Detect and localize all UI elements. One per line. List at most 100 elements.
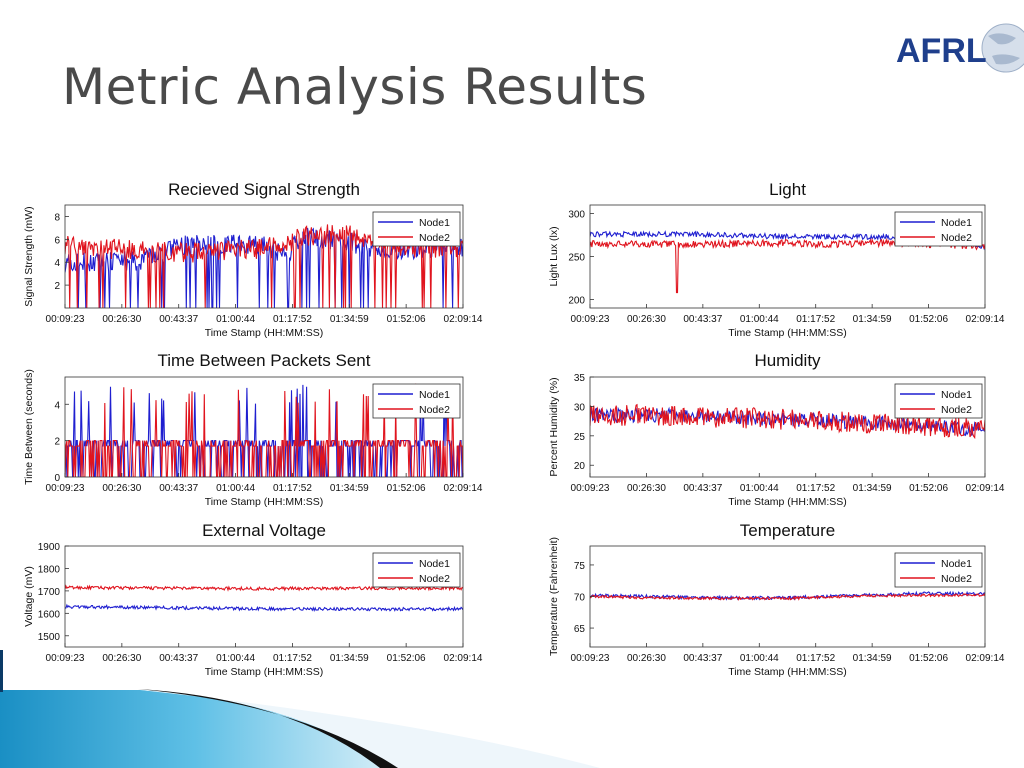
x-tick-label: 00:26:30 — [627, 483, 666, 494]
x-tick-label: 00:09:23 — [571, 653, 610, 664]
legend-label: Node2 — [941, 404, 972, 416]
x-tick-label: 02:09:14 — [966, 314, 1005, 325]
y-tick-label: 2 — [54, 281, 60, 292]
series-line-node2 — [65, 383, 463, 477]
chart-title: Light — [769, 180, 806, 199]
y-tick-label: 250 — [568, 253, 585, 264]
x-tick-label: 01:34:59 — [330, 314, 369, 325]
x-tick-label: 02:09:14 — [444, 314, 483, 325]
y-tick-label: 25 — [574, 432, 586, 443]
legend-label: Node1 — [941, 558, 972, 570]
x-tick-label: 01:52:06 — [909, 653, 948, 664]
x-tick-label: 01:00:44 — [216, 314, 255, 325]
x-axis-label: Time Stamp (HH:MM:SS) — [205, 327, 324, 339]
legend-label: Node1 — [941, 389, 972, 401]
x-tick-label: 00:09:23 — [571, 314, 610, 325]
legend-label: Node1 — [419, 217, 450, 229]
x-tick-label: 00:43:37 — [159, 314, 198, 325]
x-tick-label: 01:00:44 — [740, 483, 779, 494]
legend-label: Node2 — [419, 573, 450, 585]
legend-box — [372, 552, 461, 588]
plot-frame — [64, 545, 464, 648]
legend: Node1 Node2 — [894, 211, 983, 247]
x-tick-label: 01:52:06 — [909, 314, 948, 325]
x-tick-label: 01:17:52 — [273, 653, 312, 664]
y-axis-label: Light Lux (lx) — [548, 226, 560, 286]
y-tick-label: 65 — [574, 624, 586, 635]
chart-rss: Recieved Signal Strength 2 4 6 8 00:09:23 00:2… — [23, 180, 483, 339]
legend: Node1 Node2 — [894, 552, 983, 588]
x-tick-label: 01:34:59 — [853, 314, 892, 325]
legend-box — [894, 211, 983, 247]
chart-light: Light 200 250 300 00:09:23 00:26:30 00:43:37 01… — [548, 180, 1005, 339]
legend-box — [894, 552, 983, 588]
legend-label: Node2 — [941, 232, 972, 244]
x-tick-label: 01:17:52 — [273, 483, 312, 494]
chart-title: Humidity — [754, 351, 821, 370]
y-tick-label: 0 — [54, 473, 60, 484]
x-tick-label: 00:26:30 — [102, 314, 141, 325]
y-tick-label: 35 — [574, 373, 586, 384]
plot-area — [65, 584, 463, 612]
y-tick-label: 1800 — [38, 564, 61, 575]
legend: Node1 Node2 — [372, 552, 461, 588]
y-tick-label: 1600 — [38, 609, 61, 620]
x-tick-label: 01:52:06 — [387, 483, 426, 494]
x-tick-label: 00:43:37 — [683, 314, 722, 325]
x-tick-label: 01:00:44 — [216, 653, 255, 664]
chart-temp: Temperature 65 70 75 00:09:23 00:26:30 00:43:3… — [548, 521, 1005, 678]
chart-volt: External Voltage 1500 1600 1700 1800 1900 00:0… — [23, 521, 483, 678]
x-tick-label: 00:09:23 — [46, 314, 85, 325]
x-tick-label: 00:09:23 — [46, 653, 85, 664]
y-tick-label: 20 — [574, 461, 586, 472]
y-axis-label: Signal Strength (mW) — [23, 206, 35, 306]
legend-label: Node2 — [419, 404, 450, 416]
plot-area — [590, 590, 985, 601]
chart-title: External Voltage — [202, 521, 326, 540]
legend: Node1 Node2 — [372, 383, 461, 419]
legend-label: Node1 — [941, 217, 972, 229]
x-tick-label: 00:26:30 — [102, 483, 141, 494]
series-line-node1 — [65, 603, 463, 612]
chart-title: Temperature — [740, 521, 835, 540]
x-tick-label: 01:52:06 — [387, 653, 426, 664]
y-tick-label: 300 — [568, 210, 585, 221]
y-axis-label: Voltage (mV) — [23, 566, 35, 627]
x-tick-label: 01:00:44 — [740, 314, 779, 325]
x-tick-label: 01:34:59 — [853, 653, 892, 664]
legend: Node1 Node2 — [372, 211, 461, 247]
chart-tbps: Time Between Packets Sent 0 2 4 00:09:23 00:2… — [23, 351, 483, 508]
y-axis-label: Percent Humidity (%) — [548, 377, 560, 476]
x-tick-label: 01:34:59 — [330, 483, 369, 494]
legend-label: Node2 — [419, 232, 450, 244]
x-tick-label: 02:09:14 — [444, 653, 483, 664]
afrl-logo: AFRL — [896, 23, 1024, 73]
x-axis-label: Time Stamp (HH:MM:SS) — [205, 496, 324, 508]
x-tick-label: 00:43:37 — [683, 653, 722, 664]
y-tick-label: 1500 — [38, 632, 61, 643]
x-axis-label: Time Stamp (HH:MM:SS) — [728, 666, 847, 678]
y-tick-label: 8 — [54, 212, 60, 223]
x-tick-label: 00:09:23 — [46, 483, 85, 494]
plot-frame — [64, 204, 464, 309]
legend-label: Node2 — [941, 573, 972, 585]
x-tick-label: 01:17:52 — [796, 483, 835, 494]
legend-box — [372, 211, 461, 247]
y-tick-label: 75 — [574, 561, 586, 572]
logo-text: AFRL — [896, 32, 987, 70]
legend: Node1 Node2 — [894, 383, 983, 419]
y-tick-label: 2 — [54, 437, 60, 448]
x-tick-label: 00:26:30 — [102, 653, 141, 664]
y-axis-label: Time Between (seconds) — [23, 369, 35, 485]
series-line-node1 — [590, 406, 985, 437]
x-tick-label: 02:09:14 — [966, 653, 1005, 664]
x-tick-label: 01:34:59 — [853, 483, 892, 494]
x-tick-label: 01:00:44 — [740, 653, 779, 664]
y-tick-label: 1700 — [38, 587, 61, 598]
x-axis-label: Time Stamp (HH:MM:SS) — [205, 666, 324, 678]
chart-title: Time Between Packets Sent — [158, 351, 371, 370]
plot-frame — [64, 376, 464, 478]
x-tick-label: 01:00:44 — [216, 483, 255, 494]
chart-title: Recieved Signal Strength — [168, 180, 360, 199]
